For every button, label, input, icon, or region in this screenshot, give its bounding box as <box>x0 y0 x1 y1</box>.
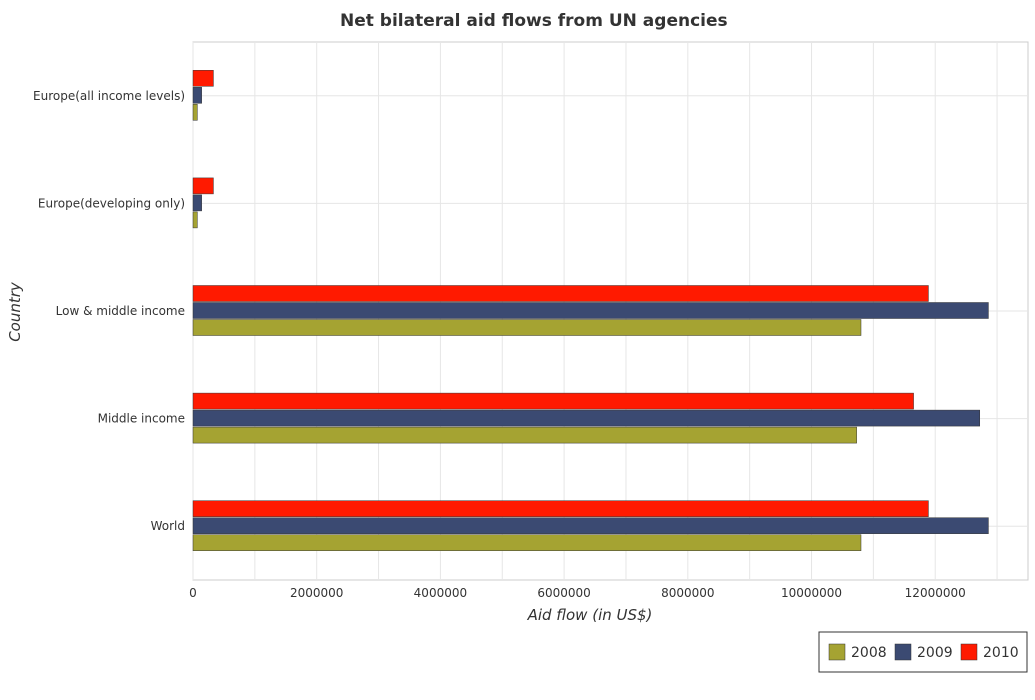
legend-swatch-2009 <box>894 643 912 661</box>
bar-2010-0 <box>192 70 214 87</box>
bar-2008-2 <box>192 319 862 336</box>
x-tick-label: 0 <box>189 586 197 600</box>
legend-label-2009: 2009 <box>917 645 953 661</box>
chart-title: Net bilateral aid flows from UN agencies <box>340 11 728 31</box>
y-tick-label: Low & middle income <box>56 304 185 318</box>
bar-2009-4 <box>192 517 989 534</box>
bar-2008-3 <box>192 426 857 444</box>
bar-2008-0 <box>192 104 198 121</box>
y-tick-label: World <box>151 519 185 533</box>
bar-2008-4 <box>192 534 862 551</box>
bars <box>192 70 989 551</box>
y-ticks: Europe(all income levels) Europe(developi… <box>33 89 185 533</box>
y-tick-label: Europe(developing only) <box>38 196 185 210</box>
legend-label-2010: 2010 <box>983 645 1019 661</box>
x-tick-label: 6000000 <box>537 586 590 600</box>
bar-2009-0 <box>192 87 202 104</box>
x-tick-label: 10000000 <box>781 586 842 600</box>
x-tick-label: 2000000 <box>290 586 343 600</box>
legend-swatch-2008 <box>828 643 846 661</box>
y-axis-label: Country <box>6 281 24 342</box>
legend-swatch-2010 <box>960 643 978 661</box>
bar-2009-1 <box>192 194 202 212</box>
legend-box <box>818 631 1028 673</box>
x-tick-label: 12000000 <box>905 586 966 600</box>
bar-2010-2 <box>192 285 929 302</box>
bar-2009-3 <box>192 409 981 427</box>
x-axis-label: Aid flow (in US$) <box>527 606 653 624</box>
x-tick-label: 8000000 <box>661 586 714 600</box>
y-tick-label: Middle income <box>98 412 185 426</box>
bar-2010-3 <box>192 392 914 410</box>
bar-2010-4 <box>192 500 929 517</box>
bar-2009-2 <box>192 302 989 319</box>
x-tick-label: 4000000 <box>414 586 467 600</box>
legend-label-2008: 2008 <box>851 645 887 661</box>
bar-2008-1 <box>192 211 198 229</box>
bar-2010-1 <box>192 177 214 195</box>
legend: 2008 2009 2010 <box>818 631 1028 673</box>
y-tick-label: Europe(all income levels) <box>33 89 185 103</box>
x-ticks: 0 2000000 4000000 6000000 8000000 10000000 120… <box>189 586 966 600</box>
